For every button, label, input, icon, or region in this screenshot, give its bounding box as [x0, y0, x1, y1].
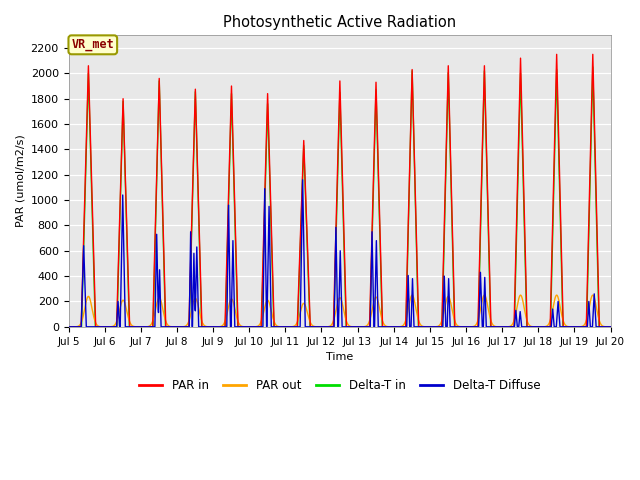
Text: VR_met: VR_met [72, 38, 114, 51]
Title: Photosynthetic Active Radiation: Photosynthetic Active Radiation [223, 15, 456, 30]
Legend: PAR in, PAR out, Delta-T in, Delta-T Diffuse: PAR in, PAR out, Delta-T in, Delta-T Dif… [134, 374, 545, 396]
Y-axis label: PAR (umol/m2/s): PAR (umol/m2/s) [15, 135, 25, 228]
X-axis label: Time: Time [326, 352, 353, 362]
